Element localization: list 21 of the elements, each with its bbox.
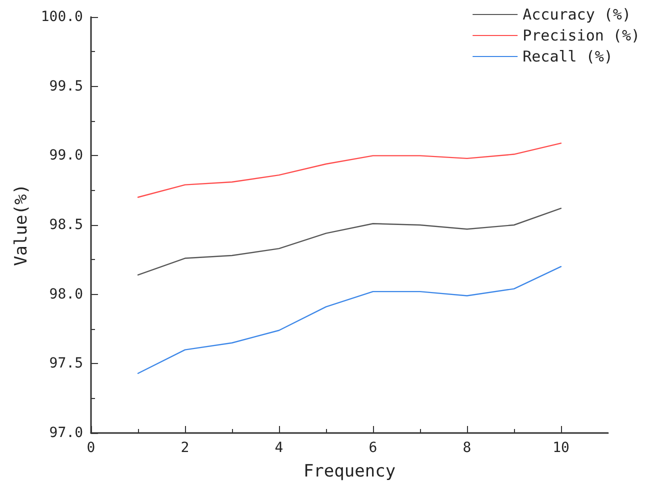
- y-tick-label: 98.0: [49, 286, 83, 302]
- x-axis-title: Frequency: [303, 462, 396, 482]
- line-series: [137, 142, 562, 198]
- legend-label: Recall (%): [522, 48, 613, 66]
- x-tick-label: 2: [180, 440, 190, 456]
- x-tick-label: 4: [274, 440, 284, 456]
- line-series: [137, 266, 562, 374]
- y-tick-label: 100.0: [40, 9, 83, 25]
- legend-label: Accuracy (%): [522, 6, 631, 24]
- line-series: [137, 208, 562, 276]
- x-tick-label: 8: [462, 440, 472, 456]
- y-tick-label: 98.5: [49, 217, 83, 233]
- y-axis-title: Value(%): [11, 184, 32, 266]
- legend-label: Precision (%): [522, 26, 640, 44]
- x-tick-label: 10: [552, 440, 570, 456]
- x-tick-label: 6: [368, 440, 378, 456]
- y-tick-label: 97.5: [49, 356, 83, 372]
- x-tick-label: 0: [86, 440, 96, 456]
- y-tick-label: 99.5: [49, 78, 83, 94]
- y-tick-label: 97.0: [49, 425, 83, 441]
- y-tick-label: 99.0: [49, 148, 83, 164]
